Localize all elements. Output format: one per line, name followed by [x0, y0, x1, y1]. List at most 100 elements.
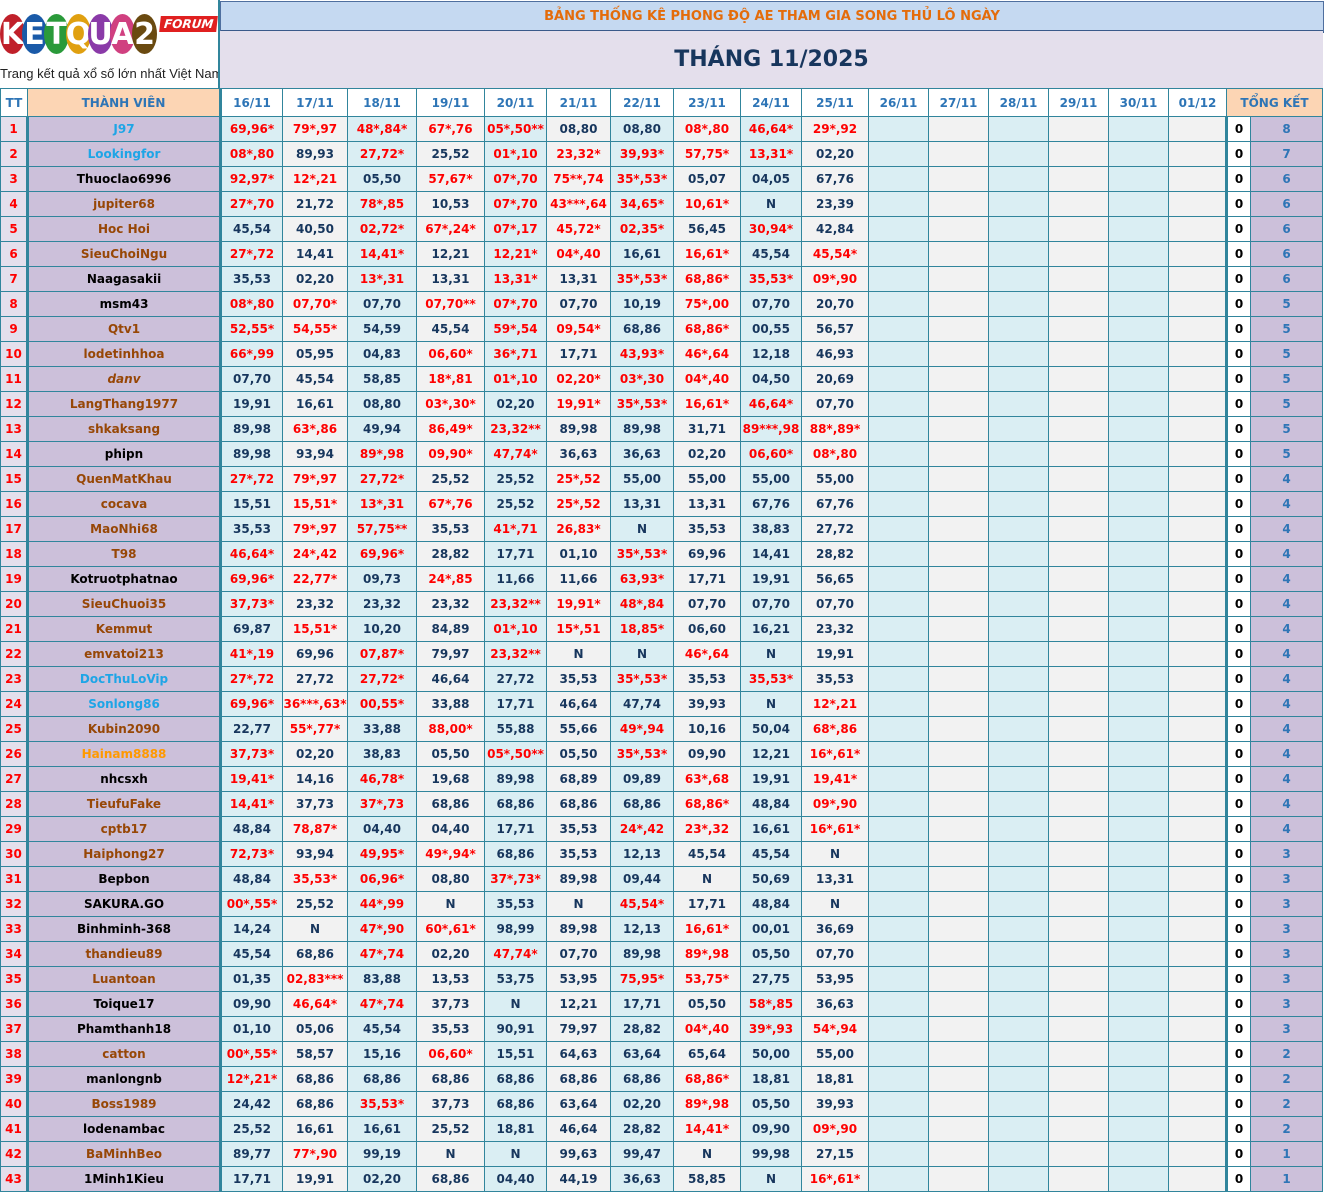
member-name[interactable]: cocava	[27, 491, 222, 517]
total-count: 4	[1250, 691, 1323, 717]
member-name[interactable]: Kotruotphatnao	[27, 566, 222, 592]
score-cell: 25,52	[416, 1116, 485, 1142]
score-cell: 36***,63*	[282, 691, 348, 717]
member-name[interactable]: Luantoan	[27, 966, 222, 992]
member-name[interactable]: J97	[27, 116, 222, 142]
score-cell: 35*,53*	[610, 666, 674, 692]
score-cell: 89,98	[610, 941, 674, 967]
score-cell	[1048, 1091, 1109, 1117]
score-cell	[1108, 741, 1169, 767]
member-name[interactable]: Hoc Hoi	[27, 216, 222, 242]
score-cell: 10,19	[610, 291, 674, 317]
score-cell: 13,31*	[740, 141, 802, 167]
score-cell: 29*,92	[801, 116, 869, 142]
table-row: 20 SieuChuoi35 37,73* 23,32 23,32 23,32 23,32*…	[0, 591, 1323, 617]
member-name[interactable]: Haiphong27	[27, 841, 222, 867]
rank-cell: 42	[0, 1141, 29, 1167]
member-name[interactable]: TieufuFake	[27, 791, 222, 817]
zero-count: 0	[1225, 291, 1251, 317]
member-name[interactable]: QuenMatKhau	[27, 466, 222, 492]
member-name[interactable]: manlongnb	[27, 1066, 222, 1092]
score-cell: 55,00	[673, 466, 741, 492]
member-name[interactable]: SAKURA.GO	[27, 891, 222, 917]
score-cell	[928, 816, 989, 842]
member-name[interactable]: Thuoclao6996	[27, 166, 222, 192]
member-name[interactable]: SieuChuoi35	[27, 591, 222, 617]
score-cell	[868, 666, 929, 692]
member-name[interactable]: Naagasakii	[27, 266, 222, 292]
total-count: 5	[1250, 416, 1323, 442]
member-name[interactable]: Toique17	[27, 991, 222, 1017]
score-cell	[1168, 491, 1227, 517]
score-cell: 54,59	[347, 316, 417, 342]
score-cell: 02,20	[282, 741, 348, 767]
member-name[interactable]: emvatoi213	[27, 641, 222, 667]
score-cell: 02,20	[801, 141, 869, 167]
member-name[interactable]: lodetinhhoa	[27, 341, 222, 367]
member-name[interactable]: catton	[27, 1041, 222, 1067]
score-cell: 45,54	[220, 941, 283, 967]
score-cell: 46,64*	[740, 391, 802, 417]
zero-count: 0	[1225, 466, 1251, 492]
ketqua2-forum-logo[interactable]: K E T Q U A 2 FORUM Trang kết quả xổ số …	[0, 0, 222, 88]
score-cell: 56,65	[801, 566, 869, 592]
score-cell: 09,90	[220, 991, 283, 1017]
member-name[interactable]: DocThuLoVip	[27, 666, 222, 692]
member-name[interactable]: LangThang1977	[27, 391, 222, 417]
member-name[interactable]: msm43	[27, 291, 222, 317]
member-name[interactable]: Lookingfor	[27, 141, 222, 167]
member-name[interactable]: Hainam8888	[27, 741, 222, 767]
zero-count: 0	[1225, 316, 1251, 342]
score-cell: 35,53	[546, 841, 611, 867]
score-cell	[1168, 1066, 1227, 1092]
member-name[interactable]: phipn	[27, 441, 222, 467]
member-name[interactable]: Kubin2090	[27, 716, 222, 742]
member-name[interactable]: nhcsxh	[27, 766, 222, 792]
score-cell	[988, 191, 1049, 217]
member-name[interactable]: cptb17	[27, 816, 222, 842]
total-count: 1	[1250, 1141, 1323, 1167]
table-row: 21 Kemmut 69,87 15,51* 10,20 84,89 01*,10 15*,5…	[0, 616, 1323, 642]
score-cell: 05,50	[740, 941, 802, 967]
member-name[interactable]: Binhminh-368	[27, 916, 222, 942]
member-name[interactable]: MaoNhi68	[27, 516, 222, 542]
member-name[interactable]: Phamthanh18	[27, 1016, 222, 1042]
score-cell: 78,87*	[282, 816, 348, 842]
member-name[interactable]: Bepbon	[27, 866, 222, 892]
score-cell: 07,70*	[282, 291, 348, 317]
score-cell: 56,57	[801, 316, 869, 342]
member-name[interactable]: Qtv1	[27, 316, 222, 342]
total-count: 4	[1250, 591, 1323, 617]
member-name[interactable]: Kemmut	[27, 616, 222, 642]
member-name[interactable]: SieuChoiNgu	[27, 241, 222, 267]
score-cell: 07,70	[347, 291, 417, 317]
score-cell: 35*,53*	[610, 166, 674, 192]
member-name[interactable]: lodenambac	[27, 1116, 222, 1142]
score-cell	[868, 941, 929, 967]
member-name[interactable]: shkaksang	[27, 416, 222, 442]
score-cell: 75*,00	[673, 291, 741, 317]
score-cell	[1168, 1091, 1227, 1117]
member-name[interactable]: danv	[27, 366, 222, 392]
score-cell: 88*,89*	[801, 416, 869, 442]
score-cell: 55,00	[610, 466, 674, 492]
score-cell: 37,73	[282, 791, 348, 817]
score-cell	[1048, 491, 1109, 517]
table-row: 13 shkaksang 89,98 63*,86 49,94 86,49* 23,32**…	[0, 416, 1323, 442]
member-name[interactable]: thandieu89	[27, 941, 222, 967]
member-name[interactable]: T98	[27, 541, 222, 567]
score-cell: 14,41	[282, 241, 348, 267]
score-cell	[868, 366, 929, 392]
member-name[interactable]: 1Minh1Kieu	[27, 1166, 222, 1192]
member-name[interactable]: Boss1989	[27, 1091, 222, 1117]
member-name[interactable]: jupiter68	[27, 191, 222, 217]
score-cell	[1168, 316, 1227, 342]
score-cell	[1048, 766, 1109, 792]
score-cell	[1108, 941, 1169, 967]
member-name[interactable]: Sonlong86	[27, 691, 222, 717]
score-cell	[988, 716, 1049, 742]
score-cell: 07,70**	[416, 291, 485, 317]
score-cell: 13,53	[416, 966, 485, 992]
score-cell: 14,41*	[220, 791, 283, 817]
member-name[interactable]: BaMinhBeo	[27, 1141, 222, 1167]
